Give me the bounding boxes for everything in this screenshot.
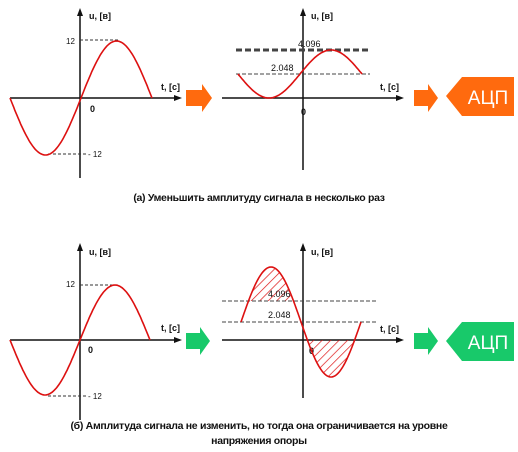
origin-label: 0: [90, 104, 95, 114]
adc-block-b: АЦП: [446, 322, 514, 361]
clipped-bottom-region: [307, 340, 355, 377]
y-axis-label: u, [в]: [89, 11, 111, 21]
panel-a-input-graph: u, [в] t, [с] 0 12 - 12: [9, 8, 182, 178]
vref-label: 4.096: [268, 289, 291, 299]
panel-b-clipped-graph: u, [в] t, [с] 0 4.096 2.048: [222, 243, 404, 398]
arrow-a1: [186, 84, 212, 112]
right-arrow-icon: [186, 327, 210, 355]
panel-a-scaled-graph: u, [в] t, [с] 0 4.096 2.048: [222, 8, 404, 170]
right-arrow-icon: [414, 327, 438, 355]
y-axis-label: u, [в]: [311, 247, 333, 257]
right-arrow-icon: [414, 84, 438, 112]
amp-neg-label: - 12: [88, 150, 102, 159]
arrow-a2: [414, 84, 438, 112]
panel-b-input-graph: u, [в] t, [с] 0 12 - 12: [9, 243, 182, 420]
x-axis-label: t, [с]: [380, 82, 399, 92]
right-arrow-icon: [186, 84, 212, 112]
x-axis-label: t, [с]: [161, 323, 180, 333]
caption-a: (а) Уменьшить амплитуду сигнала в нескол…: [133, 192, 385, 204]
x-axis-label: t, [с]: [380, 324, 399, 334]
adc-block-a: АЦП: [446, 77, 514, 116]
y-axis-label: u, [в]: [89, 247, 111, 257]
amp-pos-label: 12: [66, 37, 75, 46]
arrow-b1: [186, 327, 210, 355]
caption-b-line2: напряжения опоры: [211, 435, 307, 447]
half-ref-label: 2.048: [271, 63, 294, 73]
clipped-top-region: [248, 267, 294, 301]
x-axis-label: t, [с]: [161, 82, 180, 92]
adc-label: АЦП: [468, 333, 508, 354]
caption-b-line1: (б) Амплитуда сигнала не изменить, но то…: [70, 420, 448, 432]
arrow-b2: [414, 327, 438, 355]
y-axis-label: u, [в]: [311, 11, 333, 21]
origin-label: 0: [301, 107, 306, 117]
sine-signal: [9, 40, 153, 156]
adc-tag-icon: [446, 322, 514, 361]
origin-label: 0: [88, 345, 93, 355]
scaled-sine-signal: [237, 49, 363, 99]
large-sine-signal: [240, 266, 362, 378]
adc-tag-icon: [446, 77, 514, 116]
amp-pos-label: 12: [66, 280, 75, 289]
half-ref-label: 2.048: [268, 310, 291, 320]
vref-label: 4.096: [298, 39, 321, 49]
adc-label: АЦП: [468, 88, 508, 109]
amp-neg-label: - 12: [88, 392, 102, 401]
sine-signal: [9, 284, 151, 396]
